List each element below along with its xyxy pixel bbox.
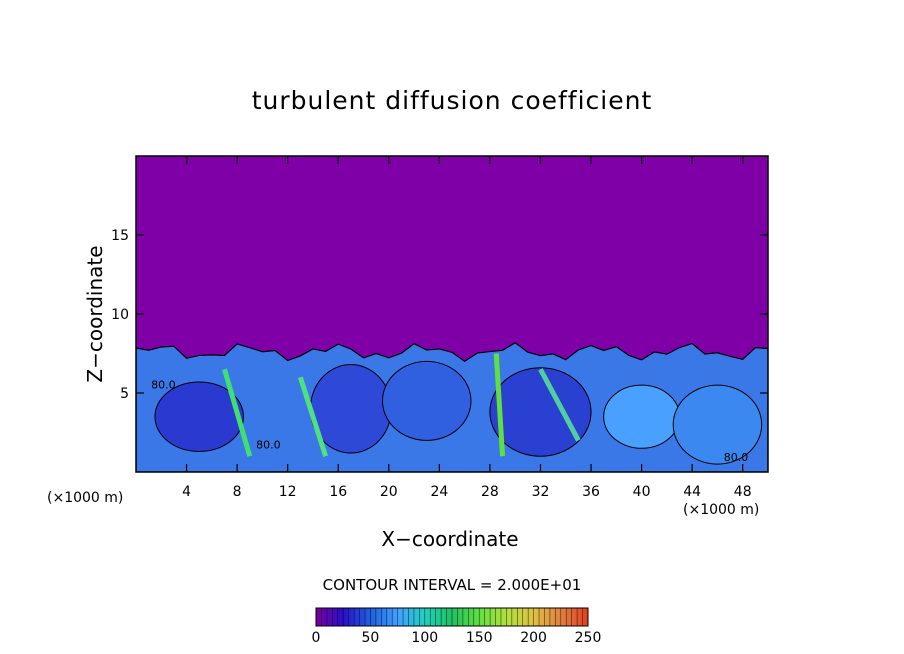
x-tick-label: 44 — [683, 484, 701, 500]
colorbar-tick-label: 0 — [312, 630, 321, 646]
x-tick-label: 8 — [233, 484, 242, 500]
x-unit-label-right: (×1000 m) — [683, 502, 760, 518]
x-tick-label: 36 — [582, 484, 600, 500]
contour-interval-label: CONTOUR INTERVAL = 2.000E+01 — [322, 576, 582, 594]
x-tick-label: 4 — [182, 484, 191, 500]
chart-title: turbulent diffusion coefficient — [251, 86, 653, 115]
eddy-contour — [381, 360, 472, 441]
contour-value-label: 80.0 — [256, 438, 281, 451]
x-tick-label: 24 — [430, 484, 448, 500]
turbulent-layer: 80.0 80.0 80.0 — [136, 341, 768, 472]
x-axis: 4 8 12 16 20 24 28 32 36 40 44 48 — [182, 156, 752, 500]
x-tick-label: 28 — [481, 484, 499, 500]
colorbar-tick-label: 100 — [411, 630, 438, 646]
x-tick-label: 32 — [532, 484, 550, 500]
x-tick-label: 16 — [329, 484, 347, 500]
x-tick-label: 48 — [734, 484, 752, 500]
high-diffusion-streak — [493, 353, 506, 457]
high-diffusion-streak — [538, 368, 581, 442]
y-tick-label: 5 — [120, 386, 129, 402]
contour-value-label: 80.0 — [724, 451, 749, 464]
colorbar: 0 50 100 150 200 250 — [312, 607, 602, 646]
y-axis-label: Z−coordinate — [83, 245, 107, 383]
x-tick-label: 20 — [380, 484, 398, 500]
y-tick-label: 10 — [111, 307, 129, 323]
high-diffusion-streak — [297, 376, 328, 457]
plot-area: 80.0 80.0 80.0 — [136, 156, 768, 472]
colorbar-tick-label: 200 — [520, 630, 547, 646]
x-unit-label-left: (×1000 m) — [47, 490, 124, 506]
colorbar-tick-label: 150 — [466, 630, 493, 646]
eddy-contour — [603, 384, 681, 449]
y-tick-label: 15 — [111, 228, 129, 244]
x-tick-label: 40 — [633, 484, 651, 500]
y-axis: 5 10 15 — [111, 228, 768, 402]
eddy-contour — [154, 381, 244, 452]
x-tick-label: 12 — [279, 484, 297, 500]
x-axis-label: X−coordinate — [381, 527, 519, 551]
eddy-contour — [672, 384, 763, 465]
contour-value-label: 80.0 — [151, 378, 176, 391]
high-diffusion-streak — [222, 368, 253, 457]
colorbar-tick-label: 50 — [361, 630, 379, 646]
eddy-contour — [489, 367, 592, 457]
colorbar-tick-label: 250 — [575, 630, 602, 646]
